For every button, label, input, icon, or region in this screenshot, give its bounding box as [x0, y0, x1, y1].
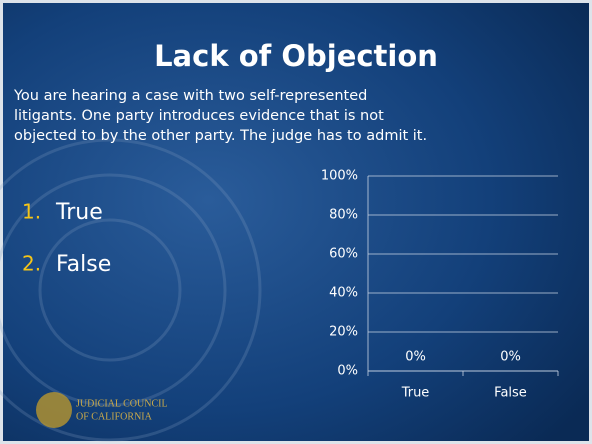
y-tick-label: 100% [321, 169, 358, 184]
footer-text: OF CALIFORNIA [76, 411, 153, 422]
y-tick-label: 60% [329, 247, 358, 262]
data-label: 0% [500, 350, 521, 365]
data-label: 0% [405, 350, 426, 365]
list-number: 1. [22, 200, 41, 224]
body-line: objected to by the other party. The judg… [14, 128, 427, 144]
x-tick-label: True [401, 386, 430, 401]
list-item: True [55, 200, 103, 225]
footer-text: JUDICIAL COUNCIL [76, 398, 168, 409]
logo-seal [36, 392, 72, 428]
x-tick-label: False [494, 386, 527, 401]
list-item: False [56, 252, 111, 277]
slide: Lack of Objection You are hearing a case… [0, 0, 592, 444]
y-tick-label: 40% [329, 286, 358, 301]
list-number: 2. [22, 252, 41, 276]
body-line: You are hearing a case with two self-rep… [13, 88, 367, 104]
y-tick-label: 20% [329, 325, 358, 340]
y-tick-label: 0% [337, 364, 358, 379]
y-tick-label: 80% [329, 208, 358, 223]
slide-title: Lack of Objection [154, 39, 438, 73]
body-line: litigants. One party introduces evidence… [14, 108, 384, 124]
